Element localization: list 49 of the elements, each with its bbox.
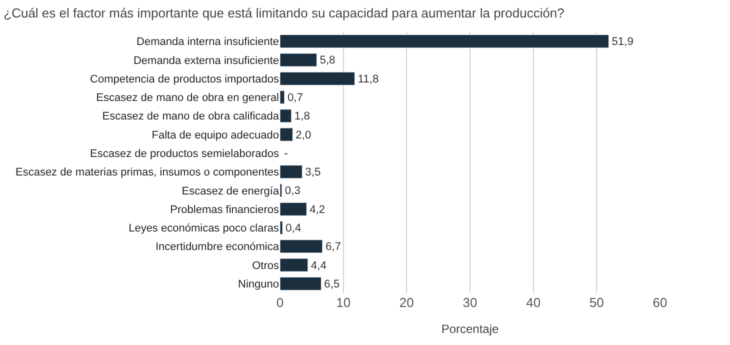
data-label: 4,2 (310, 204, 326, 216)
data-label: 0,3 (284, 185, 300, 198)
bar (280, 240, 323, 254)
y-tick-label: Escasez de mano de obra en general (96, 92, 279, 104)
data-label: 6,5 (324, 278, 340, 290)
data-label: 3,5 (305, 166, 321, 179)
y-tick-label: Incertidumbre económica (155, 241, 280, 254)
bar (280, 258, 308, 272)
data-label: 6,7 (325, 241, 341, 254)
y-tick-label: Escasez de productos semielaborados (90, 148, 280, 160)
bar (280, 128, 293, 142)
bar (280, 165, 302, 179)
bar (280, 72, 355, 86)
data-label: 5,8 (320, 54, 336, 67)
data-label: 11,8 (358, 73, 379, 86)
x-tick-label: 50 (589, 295, 604, 310)
y-tick-label: Demanda externa insuficiente (133, 54, 279, 67)
data-label: 51,9 (612, 36, 634, 48)
y-tick-label: Falta de equipo adecuado (152, 129, 279, 142)
data-label: 1,8 (294, 110, 310, 123)
x-tick-label: 40 (526, 295, 541, 310)
data-label: 0,7 (287, 92, 303, 104)
y-tick-label: Otros (252, 260, 280, 272)
y-tick-label: Ninguno (238, 278, 279, 291)
y-tick-label: Leyes económicas poco claras (128, 222, 280, 235)
bar (280, 109, 292, 123)
data-label: 2,0 (296, 129, 312, 142)
bar (280, 90, 285, 104)
text: - (284, 146, 288, 160)
x-tick-label: 10 (336, 295, 351, 310)
bar (280, 53, 317, 67)
y-tick-label: Escasez de materias primas, insumos o componentes (15, 166, 280, 179)
x-tick-label: 0 (276, 295, 284, 310)
x-tick-label: 60 (652, 295, 668, 310)
x-tick-label: 20 (399, 295, 414, 310)
bar (280, 220, 283, 235)
data-label: 0,4 (286, 222, 302, 234)
bar (280, 202, 307, 216)
bar (280, 276, 322, 290)
y-tick-label: Competencia de productos importados (90, 73, 280, 86)
y-tick-label: Escasez de energía (182, 185, 280, 198)
bar (280, 34, 609, 48)
y-tick-label: Problemas financieros (170, 204, 280, 216)
y-tick-label: Escasez de mano de obra calificada (102, 110, 280, 123)
y-tick-label: Demanda interna insuficiente (136, 36, 279, 48)
x-tick-label: 30 (462, 295, 478, 310)
x-axis-title: Porcentaje (441, 322, 500, 336)
chart-title: ¿Cuál es el factor más importante que está limitando su capacidad para aumentar la producción? (4, 6, 564, 21)
data-label: 4,4 (310, 260, 326, 272)
